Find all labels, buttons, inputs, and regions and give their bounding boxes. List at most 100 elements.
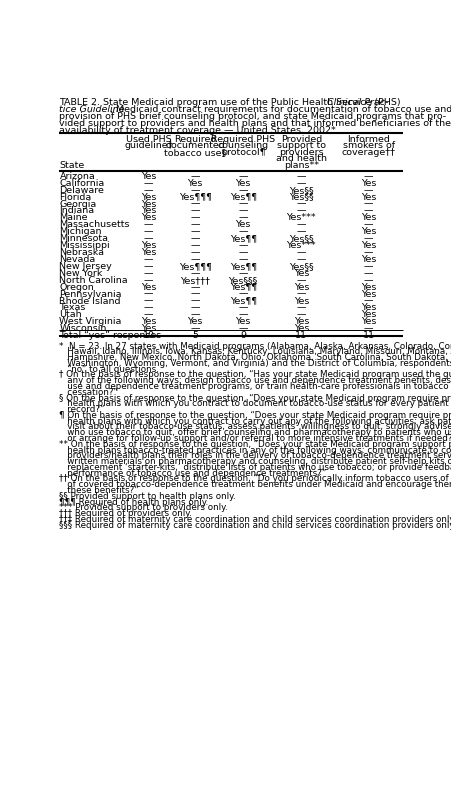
- Text: —: —: [190, 220, 200, 229]
- Text: —: —: [144, 310, 153, 319]
- Text: these benefits?”: these benefits?”: [60, 486, 139, 495]
- Text: health plans with which you contract to document tobacco-use status for every pa: health plans with which you contract to …: [60, 399, 451, 408]
- Text: —: —: [239, 324, 248, 333]
- Text: or arrange for follow-up support and/or referral to more intensive treatments if: or arrange for follow-up support and/or …: [60, 434, 451, 443]
- Text: —: —: [296, 206, 306, 216]
- Text: ¶¶¶ Required of health plans only.: ¶¶¶ Required of health plans only.: [60, 498, 209, 506]
- Text: Indiana: Indiana: [60, 206, 95, 216]
- Text: 9: 9: [240, 331, 246, 340]
- Text: Texas: Texas: [60, 303, 86, 313]
- Text: —: —: [239, 200, 248, 209]
- Text: —: —: [364, 200, 373, 209]
- Text: Oregon: Oregon: [60, 283, 94, 292]
- Text: providers: providers: [279, 148, 323, 157]
- Text: —: —: [144, 179, 153, 188]
- Text: provision of PHS brief counseling protocol, and state Medicaid programs that pro: provision of PHS brief counseling protoc…: [60, 112, 446, 121]
- Text: —: —: [190, 228, 200, 236]
- Text: Yes: Yes: [294, 318, 309, 326]
- Text: §§§ Required of maternity care coordination and child services coordination prov: §§§ Required of maternity care coordinat…: [60, 521, 451, 529]
- Text: Yes: Yes: [141, 171, 156, 181]
- Text: New Jersey: New Jersey: [60, 262, 112, 271]
- Text: —: —: [239, 248, 248, 257]
- Text: smokers of: smokers of: [343, 141, 395, 150]
- Text: § On the basis of response to the question, “Does your state Medicaid program re: § On the basis of response to the questi…: [60, 393, 451, 403]
- Text: Yes: Yes: [294, 283, 309, 292]
- Text: ¶ On the basis of response to the question, “Does your state Medicaid program re: ¶ On the basis of response to the questi…: [60, 411, 451, 420]
- Text: —: —: [190, 200, 200, 209]
- Text: —: —: [364, 186, 373, 194]
- Text: Nebraska: Nebraska: [60, 248, 105, 257]
- Text: Yes: Yes: [235, 318, 251, 326]
- Text: California: California: [60, 179, 105, 188]
- Text: Yes§§: Yes§§: [289, 262, 313, 271]
- Text: Yes***: Yes***: [286, 241, 316, 250]
- Text: Michigan: Michigan: [60, 228, 102, 236]
- Text: Yes: Yes: [361, 213, 377, 222]
- Text: *  N = 23. In 27 states with Medicaid programs (Alabama, Alaska, Arkansas, Color: * N = 23. In 27 states with Medicaid pro…: [60, 341, 451, 351]
- Text: “no” to all questions.: “no” to all questions.: [60, 365, 159, 374]
- Text: Nevada: Nevada: [60, 255, 96, 264]
- Text: Yes§§: Yes§§: [289, 193, 313, 201]
- Text: Yes: Yes: [361, 283, 377, 292]
- Text: providers/health plans their roles in the delivery of tobacco-dependence treatme: providers/health plans their roles in th…: [60, 451, 451, 461]
- Text: —: —: [239, 213, 248, 222]
- Text: Wisconsin: Wisconsin: [60, 324, 107, 333]
- Text: —: —: [144, 296, 153, 306]
- Text: —: —: [296, 248, 306, 257]
- Text: , Medicaid contract requirements for documentation of tobacco use and: , Medicaid contract requirements for doc…: [110, 105, 451, 114]
- Text: Yes: Yes: [361, 310, 377, 319]
- Text: —: —: [364, 206, 373, 216]
- Text: Yes¶¶: Yes¶¶: [230, 193, 257, 201]
- Text: performance of tobacco use and dependence treatments?”: performance of tobacco use and dependenc…: [60, 468, 327, 478]
- Text: Yes***: Yes***: [286, 213, 316, 222]
- Text: Yes: Yes: [141, 206, 156, 216]
- Text: Yes: Yes: [294, 296, 309, 306]
- Text: —: —: [190, 296, 200, 306]
- Text: —: —: [296, 310, 306, 319]
- Text: —: —: [190, 186, 200, 194]
- Text: Florida: Florida: [60, 193, 92, 201]
- Text: —: —: [190, 255, 200, 264]
- Text: —: —: [364, 296, 373, 306]
- Text: —: —: [144, 255, 153, 264]
- Text: Yes: Yes: [141, 324, 156, 333]
- Text: visit about their tobacco-use status, assess patients’ willingness to quit, stro: visit about their tobacco-use status, as…: [60, 423, 451, 431]
- Text: New York: New York: [60, 269, 103, 278]
- Text: guideline†: guideline†: [124, 141, 173, 150]
- Text: Hawaii, Idaho, Illinois, Iowa, Kansas, Kentucky, Louisiana, Maryland, Missouri, : Hawaii, Idaho, Illinois, Iowa, Kansas, K…: [60, 348, 451, 356]
- Text: vided support to providers and health plans and that informed beneficiaries of t: vided support to providers and health pl…: [60, 119, 451, 128]
- Text: —: —: [364, 171, 373, 181]
- Text: West Virginia: West Virginia: [60, 318, 122, 326]
- Text: —: —: [144, 186, 153, 194]
- Text: —: —: [144, 228, 153, 236]
- Text: Yes: Yes: [361, 193, 377, 201]
- Text: *** Provided support to providers only.: *** Provided support to providers only.: [60, 503, 228, 512]
- Text: † On the basis of response to the question, “Has your state Medicaid program use: † On the basis of response to the questi…: [60, 371, 451, 379]
- Text: TABLE 2. State Medicaid program use of the Public Health Service (PHS): TABLE 2. State Medicaid program use of t…: [60, 98, 404, 107]
- Text: documented: documented: [165, 141, 225, 150]
- Text: —: —: [239, 228, 248, 236]
- Text: Yes¶¶: Yes¶¶: [230, 262, 257, 271]
- Text: record?”: record?”: [60, 405, 105, 414]
- Text: —: —: [239, 255, 248, 264]
- Text: Provided: Provided: [281, 135, 322, 144]
- Text: —: —: [144, 234, 153, 243]
- Text: 10: 10: [143, 331, 155, 340]
- Text: —: —: [190, 303, 200, 313]
- Text: health plans with which you contract to carry out any of the following activitie: health plans with which you contract to …: [60, 416, 451, 426]
- Text: Required: Required: [174, 135, 216, 144]
- Text: Yes: Yes: [141, 283, 156, 292]
- Text: —: —: [144, 303, 153, 313]
- Text: written materials on pharmacotherapy and counseling, distribute patient self-hel: written materials on pharmacotherapy and…: [60, 457, 451, 466]
- Text: —: —: [190, 171, 200, 181]
- Text: Utah: Utah: [60, 310, 82, 319]
- Text: —: —: [190, 283, 200, 292]
- Text: plans**: plans**: [284, 161, 319, 170]
- Text: 11: 11: [295, 331, 307, 340]
- Text: Yes§§: Yes§§: [289, 234, 313, 243]
- Text: —: —: [239, 310, 248, 319]
- Text: —: —: [364, 269, 373, 278]
- Text: —: —: [296, 303, 306, 313]
- Text: Yes§§§: Yes§§§: [229, 276, 258, 284]
- Text: Arizona: Arizona: [60, 171, 95, 181]
